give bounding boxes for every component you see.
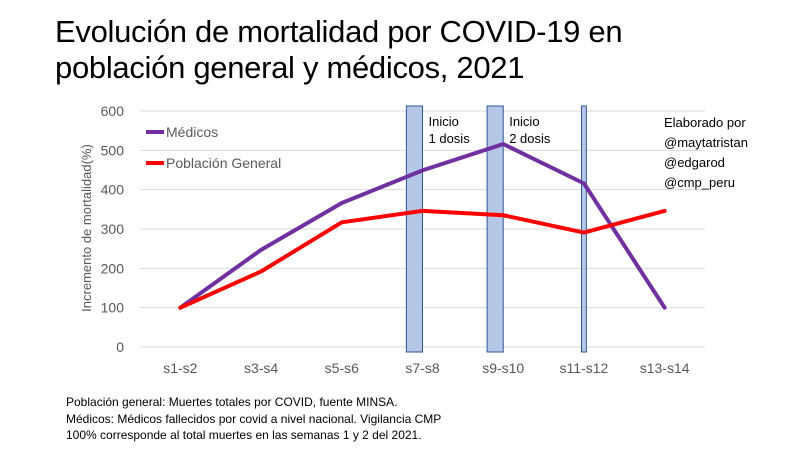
x-tick-s1-s2: s1-s2 — [163, 360, 197, 376]
vaccine-band-2 — [486, 105, 504, 353]
x-tick-s13-s14: s13-s14 — [640, 360, 690, 376]
vaccine-bands — [405, 105, 587, 353]
x-axis-ticks: s1-s2 s3-s4 s5-s6 s7-s8 s9-s10 s11-s12 s13-s14 — [163, 360, 690, 376]
annotation-2-line-1: Inicio — [509, 114, 539, 129]
credit-line-3: @edgarod — [664, 155, 725, 170]
footnote-3: 100% corresponde al total muertes en las… — [66, 428, 422, 442]
y-tick-0: 0 — [116, 339, 124, 355]
y-axis-label: Incremento de mortalidad(%) — [79, 144, 94, 312]
y-tick-400: 400 — [101, 182, 125, 198]
y-tick-100: 100 — [101, 300, 125, 316]
chart-title: Evolución de mortalidad por COVID-19 en … — [55, 14, 755, 86]
annotation-1-line-1: Inicio — [429, 114, 459, 129]
x-tick-s11-s12: s11-s12 — [560, 360, 609, 376]
annotation-2-line-2: 2 dosis — [509, 131, 551, 146]
y-axis-ticks: 0 100 200 300 400 500 600 — [101, 103, 125, 355]
x-tick-s5-s6: s5-s6 — [325, 360, 359, 376]
x-tick-s3-s4: s3-s4 — [244, 360, 278, 376]
annotation-1-line-2: 1 dosis — [429, 131, 471, 146]
legend-label-poblacion-general: Población General — [166, 155, 281, 171]
y-tick-600: 600 — [101, 103, 125, 119]
footnote-2: Médicos: Médicos fallecidos por covid a … — [66, 411, 442, 426]
series-line-medicos — [178, 142, 667, 310]
footnote-1: Población general: Muertes totales por C… — [66, 395, 398, 409]
series-line-poblacion-general — [178, 208, 667, 310]
y-tick-500: 500 — [101, 142, 125, 158]
credit-line-2: @maytatristan — [664, 135, 748, 150]
title-line-1: Evolución de mortalidad por COVID-19 en — [55, 14, 623, 49]
credits: Elaborado por @maytatristan @edgarod @cmp_p… — [664, 115, 748, 190]
credit-line-1: Elaborado por — [664, 115, 746, 130]
vaccine-band-3 — [581, 105, 587, 353]
title-line-2: población general y médicos, 2021 — [55, 50, 525, 85]
y-tick-300: 300 — [101, 221, 125, 237]
series-lines — [178, 142, 667, 310]
footnotes: Población general: Muertes totales por C… — [66, 394, 441, 444]
x-tick-s9-s10: s9-s10 — [482, 360, 524, 376]
annotations: Inicio 1 dosis Inicio 2 dosis — [429, 114, 551, 146]
legend-label-medicos: Médicos — [166, 124, 218, 140]
credit-line-4: @cmp_peru — [664, 175, 735, 190]
y-tick-200: 200 — [101, 260, 125, 276]
vaccine-band-1 — [405, 105, 424, 353]
legend: Médicos Población General — [146, 124, 281, 171]
x-tick-s7-s8: s7-s8 — [405, 360, 439, 376]
